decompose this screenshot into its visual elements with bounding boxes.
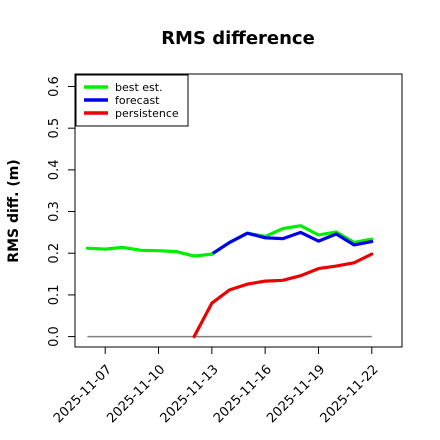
y-axis: 0.0 0.1 0.2 0.3 0.4 0.5 0.6 [47,76,75,347]
y-tick-label: 0.2 [47,243,62,264]
series-line-persistence [192,252,374,339]
y-axis-label: RMS diff. (m) [6,159,22,262]
legend-label-forecast: forecast [115,94,160,107]
y-tick-label: 0.6 [47,76,62,97]
y-tick-label: 0.3 [47,201,62,222]
x-axis: 2025-11-072025-11-102025-11-132025-11-16… [51,347,382,426]
plot-frame [74,73,403,348]
y-tick-label: 0.0 [47,326,62,347]
series-layer [85,224,374,339]
y-tick-label: 0.1 [47,285,62,306]
y-tick-label: 0.5 [47,118,62,139]
legend-label-best-est: best est. [115,81,163,94]
y-tick-label: 0.4 [47,160,62,181]
legend-label-persistence: persistence [115,107,179,120]
chart-title: RMS difference [161,28,315,49]
series-line-forecast [210,230,374,256]
plot-area [85,224,374,339]
series-line-best-est [85,245,214,258]
